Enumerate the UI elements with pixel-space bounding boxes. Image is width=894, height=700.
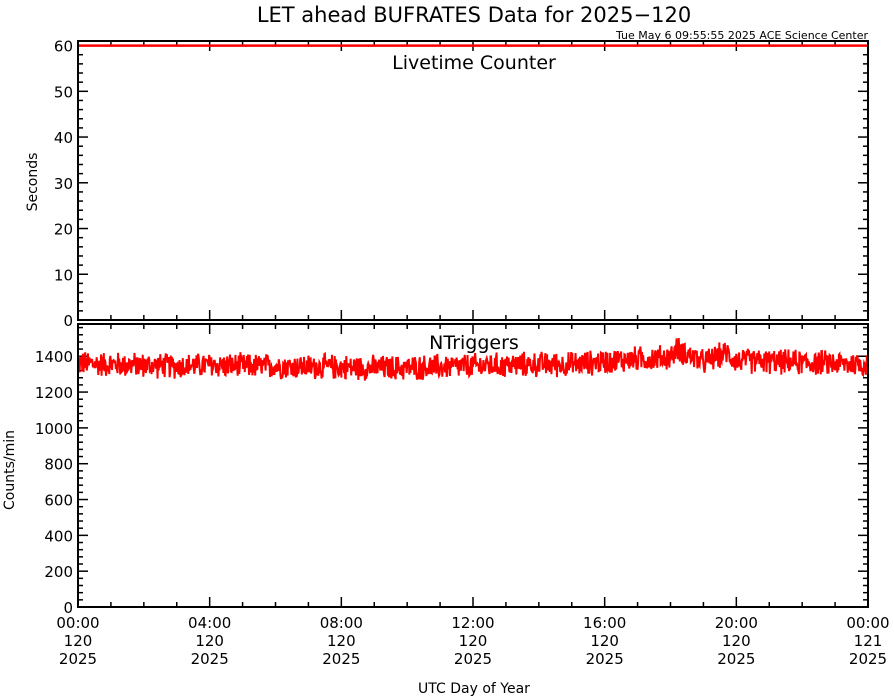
y-tick-label: 30 (54, 175, 73, 193)
bottom-y-axis-label: Counts/min (2, 430, 18, 510)
x-tick-label: 2025 (849, 650, 887, 668)
x-tick-label: 2025 (191, 650, 229, 668)
x-tick-label: 2025 (586, 650, 624, 668)
y-tick-label: 400 (44, 527, 73, 545)
x-tick-label: 04:00 (188, 614, 231, 632)
y-tick-label: 600 (44, 492, 73, 510)
x-tick-label: 16:00 (583, 614, 626, 632)
livetime-label: Livetime Counter (392, 52, 556, 74)
y-tick-label: 200 (44, 563, 73, 581)
y-tick-label: 1400 (35, 348, 73, 366)
x-tick-label: 120 (195, 632, 224, 650)
y-tick-label: 50 (54, 83, 73, 101)
top-panel-ticks: 0 10 20 30 40 50 60 (54, 38, 869, 330)
y-tick-label: 0 (63, 599, 73, 617)
x-tick-label: 20:00 (715, 614, 758, 632)
y-tick-label: 800 (44, 456, 73, 474)
timestamp: Tue May 6 09:55:55 2025 ACE Science Cent… (615, 29, 869, 42)
top-panel-frame (77, 40, 869, 321)
x-tick-label: 00:00 (846, 614, 889, 632)
y-tick-label: 40 (54, 129, 73, 147)
top-panel: 0 10 20 30 40 50 60 Livetime Counter Seconds (25, 38, 869, 330)
y-tick-label: 20 (54, 221, 73, 239)
y-tick-label: 1000 (35, 420, 73, 438)
x-tick-label: 00:00 (56, 614, 99, 632)
x-tick-label: 08:00 (320, 614, 363, 632)
bottom-panel-frame (77, 323, 869, 608)
x-tick-label: 2025 (454, 650, 492, 668)
x-tick-label: 120 (327, 632, 356, 650)
y-tick-label: 60 (54, 38, 73, 56)
x-tick-label: 120 (722, 632, 751, 650)
ntriggers-line (77, 337, 869, 381)
top-y-axis-label: Seconds (25, 153, 41, 212)
x-tick-label: 12:00 (451, 614, 494, 632)
y-tick-label: 0 (63, 312, 73, 330)
ntriggers-series (77, 337, 869, 381)
x-tick-label: 120 (64, 632, 93, 650)
x-tick-label: 120 (459, 632, 488, 650)
x-tick-label: 2025 (59, 650, 97, 668)
y-tick-label: 10 (54, 266, 73, 284)
ntriggers-label: NTriggers (429, 332, 519, 354)
chart-title: LET ahead BUFRATES Data for 2025−120 (257, 3, 691, 27)
x-axis-label: UTC Day of Year (418, 681, 530, 697)
x-tick-label: 120 (590, 632, 619, 650)
x-tick-label: 121 (854, 632, 883, 650)
x-axis-ticks: 00:00120202504:00120202508:00120202512:0… (56, 614, 889, 668)
bottom-panel: 0 200 400 600 800 1000 1200 1400 NTriggers Coun… (2, 323, 869, 617)
x-tick-label: 2025 (717, 650, 755, 668)
y-tick-label: 1200 (35, 384, 73, 402)
x-tick-label: 2025 (322, 650, 360, 668)
